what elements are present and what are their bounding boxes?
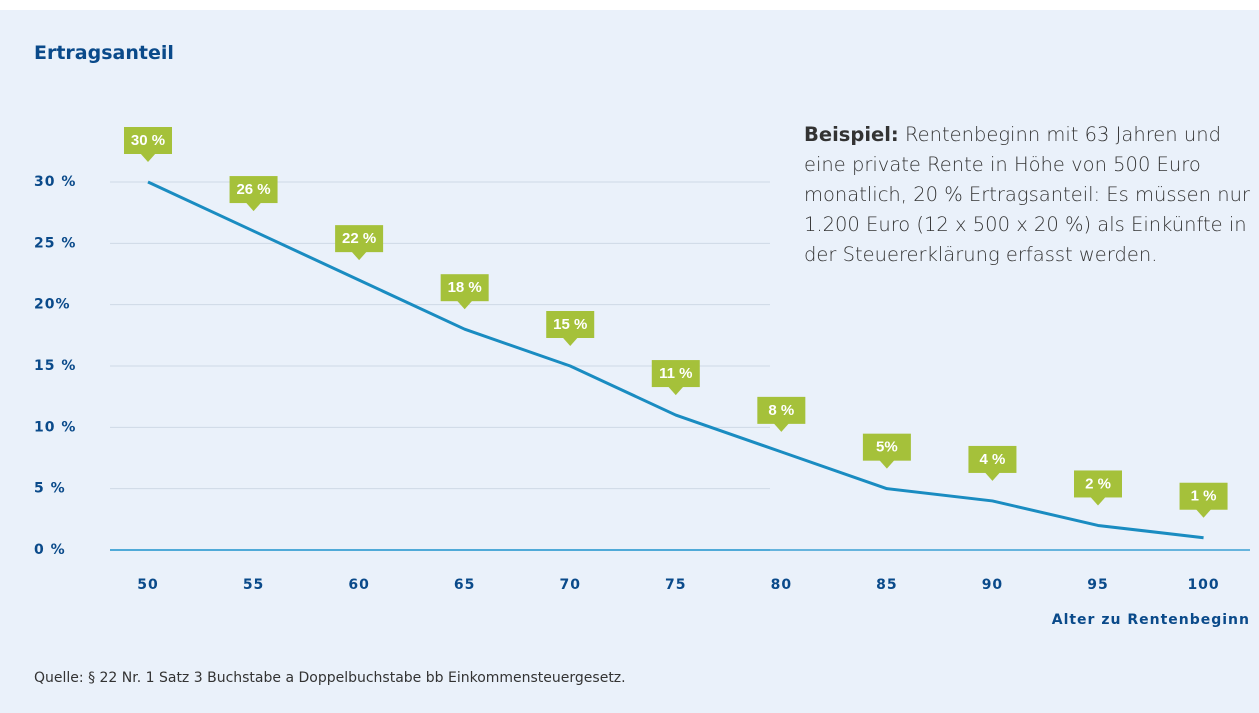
y-tick-label: 25 % (34, 235, 76, 251)
value-label-pointer (773, 422, 790, 432)
chart-title: Ertragsanteil (34, 42, 174, 64)
x-tick-label: 95 (1087, 577, 1108, 593)
value-label-pointer (984, 471, 1001, 481)
value-label-pointer (140, 153, 156, 162)
value-label-box (440, 274, 489, 302)
value-label: 18 % (448, 279, 482, 296)
y-tick-label: 5 % (34, 481, 66, 497)
annotation-text: Rentenbeginn mit 63 Jahren und eine priv… (804, 123, 1250, 266)
value-label-box (229, 176, 278, 204)
annotation: Beispiel: Rentenbeginn mit 63 Jahren und… (804, 120, 1254, 270)
value-label-box (968, 445, 1017, 473)
value-label-box (651, 360, 700, 388)
value-label-box (862, 433, 911, 461)
value-label-box (757, 396, 806, 424)
y-tick-label: 20% (34, 297, 71, 313)
value-label: 2 % (1085, 475, 1111, 492)
value-label-pointer (562, 337, 579, 346)
value-label: 1 % (1191, 488, 1217, 505)
value-label-pointer (351, 251, 368, 261)
y-tick-label: 0 % (34, 542, 66, 558)
value-label: 11 % (659, 365, 692, 382)
value-label-pointer (878, 459, 895, 469)
line (147, 180, 1204, 540)
x-axis-label: Alter zu Rentenbeginn (1052, 612, 1250, 628)
value-label: 30 % (131, 132, 165, 149)
value-label: 4 % (980, 451, 1006, 468)
value-label-box (546, 311, 595, 338)
value-label: 22 % (342, 230, 376, 247)
y-tick-label: 30 % (34, 174, 76, 190)
value-label-pointer (245, 202, 262, 212)
panel (0, 10, 1259, 713)
x-tick-label: 60 (348, 577, 369, 593)
value-label-pointer (456, 300, 473, 310)
value-label-box (1179, 482, 1228, 510)
x-tick-label: 55 (243, 577, 264, 593)
value-label: 5% (876, 439, 898, 456)
y-tick-label: 10 % (34, 419, 76, 435)
value-label-pointer (1090, 496, 1106, 506)
x-tick-label: 70 (559, 577, 580, 593)
y-tick-label: 15 % (34, 358, 76, 374)
value-label: 26 % (236, 181, 270, 198)
x-tick-label: 85 (876, 577, 897, 593)
value-label: 8 % (768, 402, 794, 419)
value-label-box (124, 127, 172, 154)
x-tick-label: 100 (1187, 577, 1219, 593)
x-tick-label: 75 (665, 577, 686, 593)
annotation-bold: Beispiel: (804, 123, 899, 146)
x-tick-label: 90 (982, 577, 1003, 593)
source: Quelle: § 22 Nr. 1 Satz 3 Buchstabe a Do… (34, 670, 626, 686)
x-tick-label: 50 (137, 577, 158, 593)
x-tick-label: 80 (771, 577, 792, 593)
x-tick-label: 65 (454, 577, 475, 593)
value-label: 15 % (553, 316, 587, 333)
value-label-box (335, 225, 384, 253)
value-label-pointer (1195, 508, 1212, 518)
value-label-pointer (667, 386, 684, 396)
value-label-box (1074, 470, 1122, 498)
